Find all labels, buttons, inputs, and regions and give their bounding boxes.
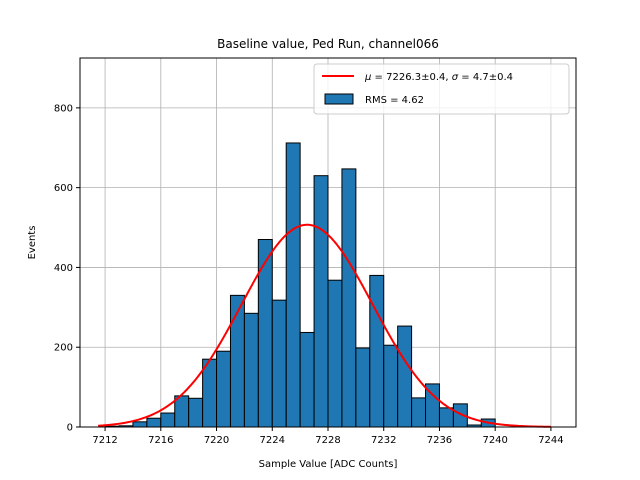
legend-sigma-value: = 4.7±0.4 [458,72,513,83]
histogram-bar [188,397,204,428]
histogram-bar [383,344,399,428]
legend-sigma-symbol: σ [452,72,459,83]
histogram-bar [174,395,190,428]
histogram-bar [229,294,245,428]
y-tick-label: 400 [54,263,73,274]
histogram-bar [299,331,315,428]
histogram-bar [271,299,287,428]
histogram-bar [397,325,413,428]
histogram-bar [341,168,357,428]
y-tick-label: 800 [54,103,73,114]
histogram-bar [411,397,427,428]
legend-histogram-swatch [324,93,354,105]
legend-mu-value: = 7226.3±0.4, [371,72,451,83]
histogram-bar [438,407,454,428]
histogram-bar [132,421,148,428]
histogram-bar [313,175,329,428]
histogram-bar [243,312,259,428]
x-tick-label: 7212 [92,435,117,446]
y-tick-label: 600 [54,183,73,194]
x-tick-label: 7224 [260,435,285,446]
histogram-bar [355,347,371,428]
x-tick-label: 7232 [371,435,396,446]
legend-histogram-label: RMS = 4.62 [365,95,424,106]
chart-title: Baseline value, Ped Run, channel066 [217,37,439,51]
histogram-bar [160,412,176,428]
x-axis-label: Sample Value [ADC Counts] [259,459,398,470]
gaussian-fit-curve [98,223,551,428]
histogram-bar [257,239,273,428]
x-tick-label: 7244 [538,435,563,446]
x-tick-label: 7236 [427,435,452,446]
legend: μ = 7226.3±0.4, σ = 4.7±0.4 RMS = 4.62 [313,63,570,115]
x-tick-label: 7220 [204,435,229,446]
histogram-bar [216,350,231,428]
x-tick-label: 7240 [482,435,507,446]
histogram-bar [369,274,385,428]
legend-fit-label: μ = 7226.3±0.4, σ = 4.7±0.4 [364,72,513,83]
x-tick-label: 7216 [148,435,173,446]
histogram-bar [202,358,218,428]
x-tick-label: 7228 [315,435,340,446]
histogram-bar [285,142,301,428]
y-axis-label: Events [27,226,38,260]
legend-mu-symbol: μ [364,72,371,83]
y-tick-label: 200 [54,343,73,354]
legend-box [313,63,570,115]
histogram-bar [146,417,162,428]
y-axis-ticks: 0 200 400 600 800 [54,103,80,434]
histogram-bar [327,279,343,428]
x-axis-ticks: 7212 7216 7220 7224 7228 7232 7236 7240 7244 [92,427,564,446]
y-tick-label: 0 [67,423,73,434]
